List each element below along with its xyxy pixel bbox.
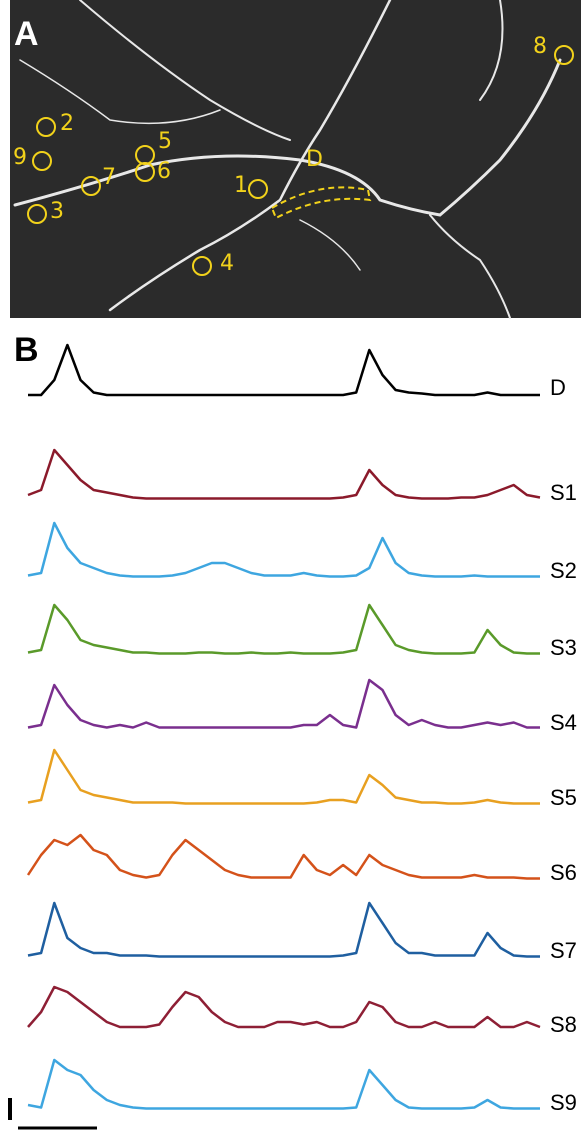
roi-label: 6 bbox=[157, 159, 171, 184]
roi-label: 2 bbox=[60, 111, 74, 136]
roi bbox=[135, 162, 155, 182]
roi-label: 7 bbox=[102, 165, 116, 190]
trace-label: S6 bbox=[550, 860, 577, 885]
dendrite bbox=[13, 58, 562, 217]
dendrite-roi bbox=[270, 186, 372, 220]
roi-label: 5 bbox=[158, 129, 172, 154]
trace bbox=[27, 748, 540, 805]
dendrite bbox=[108, 0, 392, 312]
trace bbox=[27, 901, 540, 958]
panel-label: A bbox=[14, 15, 39, 53]
trace bbox=[27, 448, 541, 500]
roi-label: D bbox=[306, 147, 323, 172]
trace bbox=[27, 1058, 540, 1110]
roi bbox=[36, 117, 56, 137]
roi bbox=[32, 151, 52, 171]
trace bbox=[26, 833, 540, 880]
roi-label: 1 bbox=[234, 173, 248, 198]
trace-label: S2 bbox=[550, 558, 577, 583]
trace bbox=[27, 678, 540, 729]
trace-label: S7 bbox=[550, 938, 577, 963]
panel-a: A 2 9 3 7 5 6 1 4 8 D bbox=[10, 0, 581, 319]
roi bbox=[192, 256, 212, 276]
roi-label: 4 bbox=[220, 251, 234, 276]
roi bbox=[27, 204, 47, 224]
panel-b: B D S1 S2 S3 S4 S5 S6 S7 S8 S9 bbox=[8, 331, 577, 1130]
dendrite bbox=[429, 0, 511, 319]
trace bbox=[27, 985, 541, 1029]
trace-label: S1 bbox=[550, 480, 577, 505]
trace bbox=[27, 521, 540, 578]
trace bbox=[27, 603, 540, 655]
roi bbox=[554, 45, 574, 65]
panel-label: B bbox=[14, 331, 39, 369]
roi-label: 8 bbox=[533, 34, 547, 59]
trace-label: D bbox=[550, 375, 566, 400]
dendrite bbox=[79, 0, 291, 141]
trace-label: S9 bbox=[550, 1090, 577, 1115]
trace-label: S8 bbox=[550, 1012, 577, 1037]
roi bbox=[81, 176, 101, 196]
roi bbox=[248, 179, 268, 199]
trace-label: S5 bbox=[550, 785, 577, 810]
trace bbox=[28, 343, 540, 397]
trace-label: S3 bbox=[550, 635, 577, 660]
roi-label: 9 bbox=[13, 145, 27, 170]
roi-label: 3 bbox=[50, 199, 64, 224]
dendrite bbox=[19, 59, 361, 271]
trace-label: S4 bbox=[550, 710, 577, 735]
